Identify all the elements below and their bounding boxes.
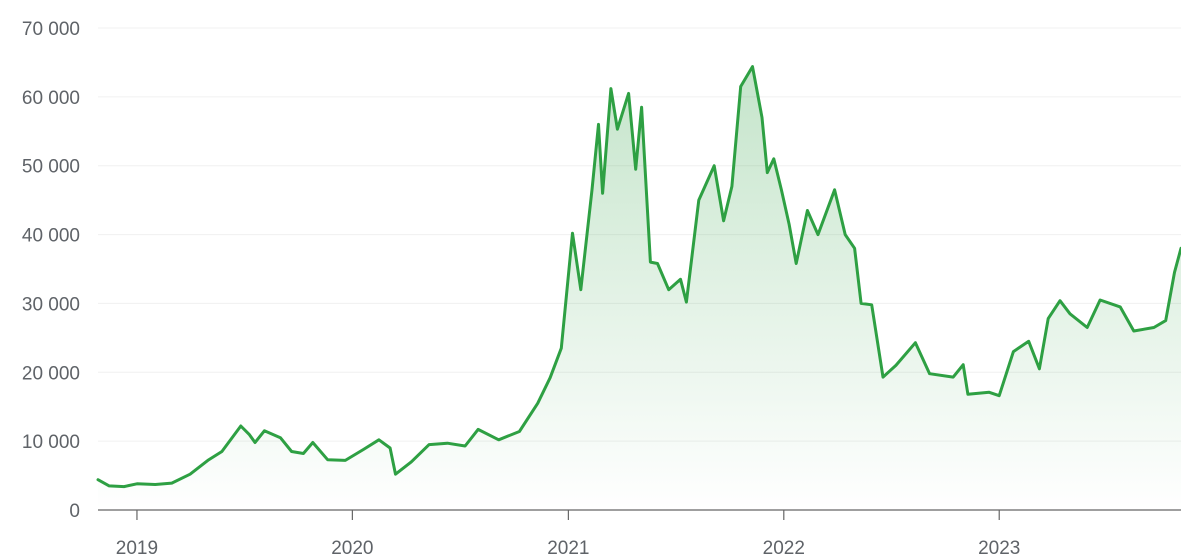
y-axis: 0 10 000 20 000 30 000 40 000 50 000 60 000 70 … bbox=[22, 19, 80, 522]
y-tick-label: 20 000 bbox=[22, 363, 80, 384]
y-tick-label: 10 000 bbox=[22, 432, 80, 453]
series-area bbox=[98, 66, 1181, 510]
x-tick-label: 2021 bbox=[547, 538, 589, 558]
x-tick-label: 2020 bbox=[331, 538, 373, 558]
y-tick-label: 40 000 bbox=[22, 226, 80, 247]
y-tick-label: 30 000 bbox=[22, 294, 80, 315]
x-axis: 2019 2020 2021 2022 2023 bbox=[116, 510, 1020, 558]
y-tick-label: 0 bbox=[69, 501, 80, 522]
y-tick-label: 60 000 bbox=[22, 88, 80, 109]
y-tick-label: 50 000 bbox=[22, 157, 80, 178]
y-tick-label: 70 000 bbox=[22, 19, 80, 40]
x-tick-label: 2023 bbox=[978, 538, 1020, 558]
x-tick-label: 2019 bbox=[116, 538, 158, 558]
x-tick-label: 2022 bbox=[763, 538, 805, 558]
series-line bbox=[96, 65, 1181, 489]
series bbox=[96, 65, 1181, 510]
